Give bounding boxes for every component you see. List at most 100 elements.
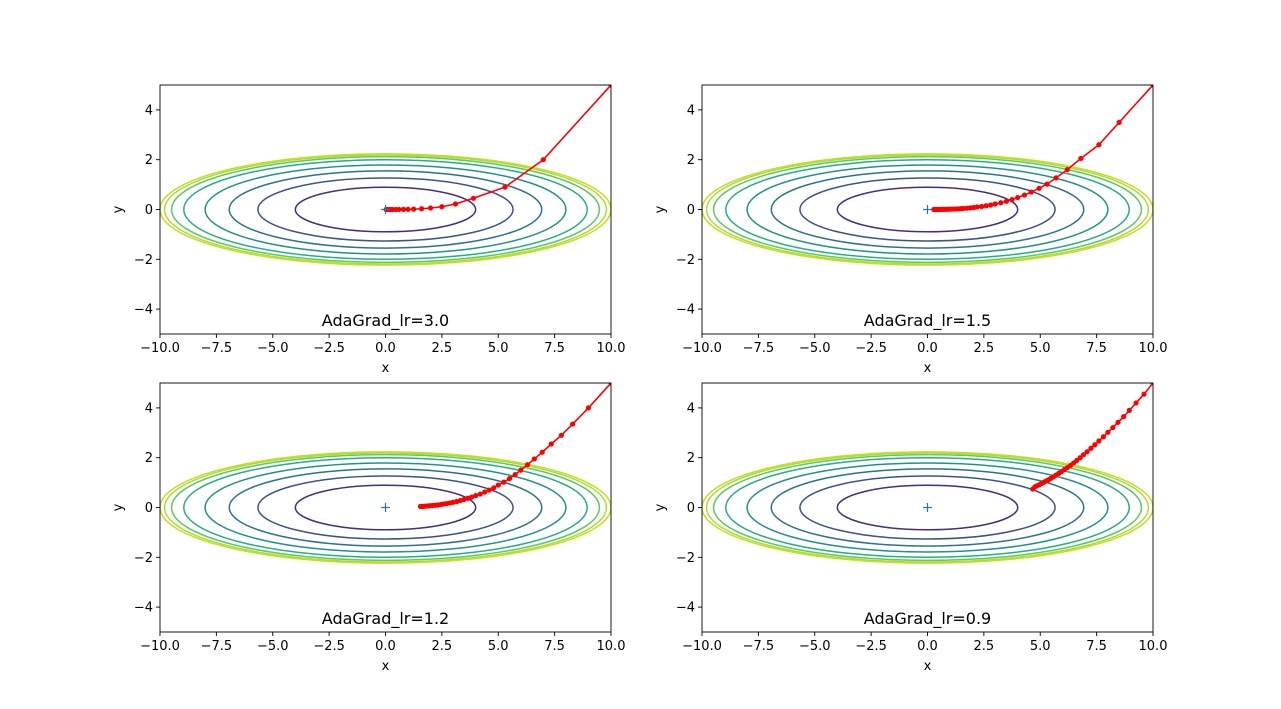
- x-tick-label: −5.0: [257, 341, 289, 356]
- x-tick-label: 5.0: [1030, 341, 1051, 356]
- x-tick-label: −10.0: [140, 639, 180, 654]
- contour-level-1: [836, 186, 1019, 233]
- x-tick-label: 5.0: [488, 341, 509, 356]
- x-tick-label: −10.0: [682, 341, 722, 356]
- x-tick-label: 7.5: [544, 341, 565, 356]
- plot-area: [160, 85, 611, 266]
- series-point: [608, 383, 611, 386]
- series-point: [1015, 194, 1021, 201]
- y-tick-label: −4: [134, 303, 153, 318]
- series-point: [452, 201, 459, 207]
- series-point: [983, 203, 989, 209]
- contour-level-6: [170, 155, 601, 264]
- series-point: [1009, 196, 1015, 203]
- series-point: [1116, 119, 1122, 125]
- x-tick-label: 2.5: [974, 639, 995, 654]
- contour-level-8: [702, 153, 1153, 266]
- series-point: [473, 492, 479, 499]
- contour-level-6: [712, 453, 1143, 562]
- y-tick-label: 4: [145, 401, 153, 416]
- x-tick-label: −7.5: [743, 639, 775, 654]
- contour-level-8: [702, 451, 1153, 564]
- x-tick-label: −7.5: [201, 639, 233, 654]
- series-point: [1141, 391, 1147, 397]
- series-point: [411, 206, 417, 212]
- x-axis-label: x: [382, 361, 390, 376]
- series-point: [1088, 445, 1094, 451]
- plot-area: [702, 383, 1153, 564]
- series-point: [1150, 383, 1153, 386]
- series-point: [524, 462, 531, 468]
- x-axis-label: x: [924, 361, 932, 376]
- y-tick-label: −2: [676, 551, 695, 566]
- series-point: [979, 203, 985, 210]
- series-point: [608, 85, 611, 88]
- minimum-marker: [381, 503, 390, 512]
- x-tick-label: −5.0: [257, 639, 289, 654]
- y-tick-label: 2: [687, 451, 695, 466]
- y-tick-label: 2: [145, 451, 153, 466]
- series-point: [1036, 185, 1042, 191]
- series-point: [1133, 400, 1139, 406]
- series-point: [506, 476, 513, 482]
- x-axis-label: x: [924, 659, 932, 674]
- contour-level-2: [799, 177, 1056, 242]
- contour-level-7: [163, 452, 608, 563]
- y-tick-label: 4: [687, 103, 695, 118]
- series-point: [477, 491, 483, 497]
- contour-level-4: [746, 164, 1109, 255]
- contour-level-3: [228, 468, 543, 547]
- series-point: [1121, 414, 1127, 420]
- y-tick-label: 4: [687, 401, 695, 416]
- series-point: [1028, 189, 1034, 195]
- contour-level-7: [163, 154, 608, 265]
- series-point: [1021, 192, 1028, 198]
- contour-level-2: [257, 177, 514, 242]
- series-point: [1092, 442, 1098, 448]
- series-point: [1150, 85, 1153, 88]
- contour-level-4: [746, 462, 1109, 553]
- series-point: [1030, 486, 1036, 492]
- contour-level-5: [183, 158, 588, 261]
- series-point: [1110, 424, 1116, 431]
- chart-title: AdaGrad_lr=3.0: [322, 311, 449, 331]
- series-point: [470, 195, 477, 201]
- contour-level-4: [204, 164, 567, 255]
- chart-title: AdaGrad_lr=1.2: [322, 609, 449, 629]
- series-point: [548, 441, 554, 447]
- series-point: [540, 157, 546, 163]
- series-point: [1126, 407, 1132, 413]
- x-tick-label: −10.0: [682, 639, 722, 654]
- y-tick-label: 0: [145, 203, 153, 218]
- y-tick-label: 0: [687, 203, 695, 218]
- y-tick-label: 0: [687, 501, 695, 516]
- x-tick-label: 5.0: [488, 639, 509, 654]
- contour-level-7: [705, 154, 1150, 265]
- x-tick-label: 2.5: [974, 341, 995, 356]
- x-tick-label: 2.5: [432, 639, 453, 654]
- minimum-marker: [923, 503, 932, 512]
- x-tick-label: −7.5: [201, 341, 233, 356]
- series-point: [531, 456, 537, 462]
- minimum-marker: [381, 205, 390, 214]
- contour-level-1: [294, 484, 477, 531]
- y-tick-label: −4: [134, 601, 153, 616]
- y-tick-label: −2: [134, 253, 153, 268]
- series-point: [1084, 449, 1090, 455]
- series-point: [585, 405, 592, 411]
- y-tick-label: −2: [134, 551, 153, 566]
- contour-level-4: [204, 462, 567, 553]
- series-point: [539, 449, 545, 455]
- series-point: [418, 206, 425, 212]
- y-tick-label: −4: [676, 303, 695, 318]
- series-point: [428, 205, 434, 211]
- series-point: [1064, 167, 1070, 173]
- contour-level-3: [770, 170, 1085, 249]
- x-tick-label: −5.0: [799, 341, 831, 356]
- contour-level-8: [160, 451, 611, 564]
- x-tick-label: −5.0: [799, 639, 831, 654]
- contour-level-6: [712, 155, 1143, 264]
- x-tick-label: −2.5: [313, 341, 345, 356]
